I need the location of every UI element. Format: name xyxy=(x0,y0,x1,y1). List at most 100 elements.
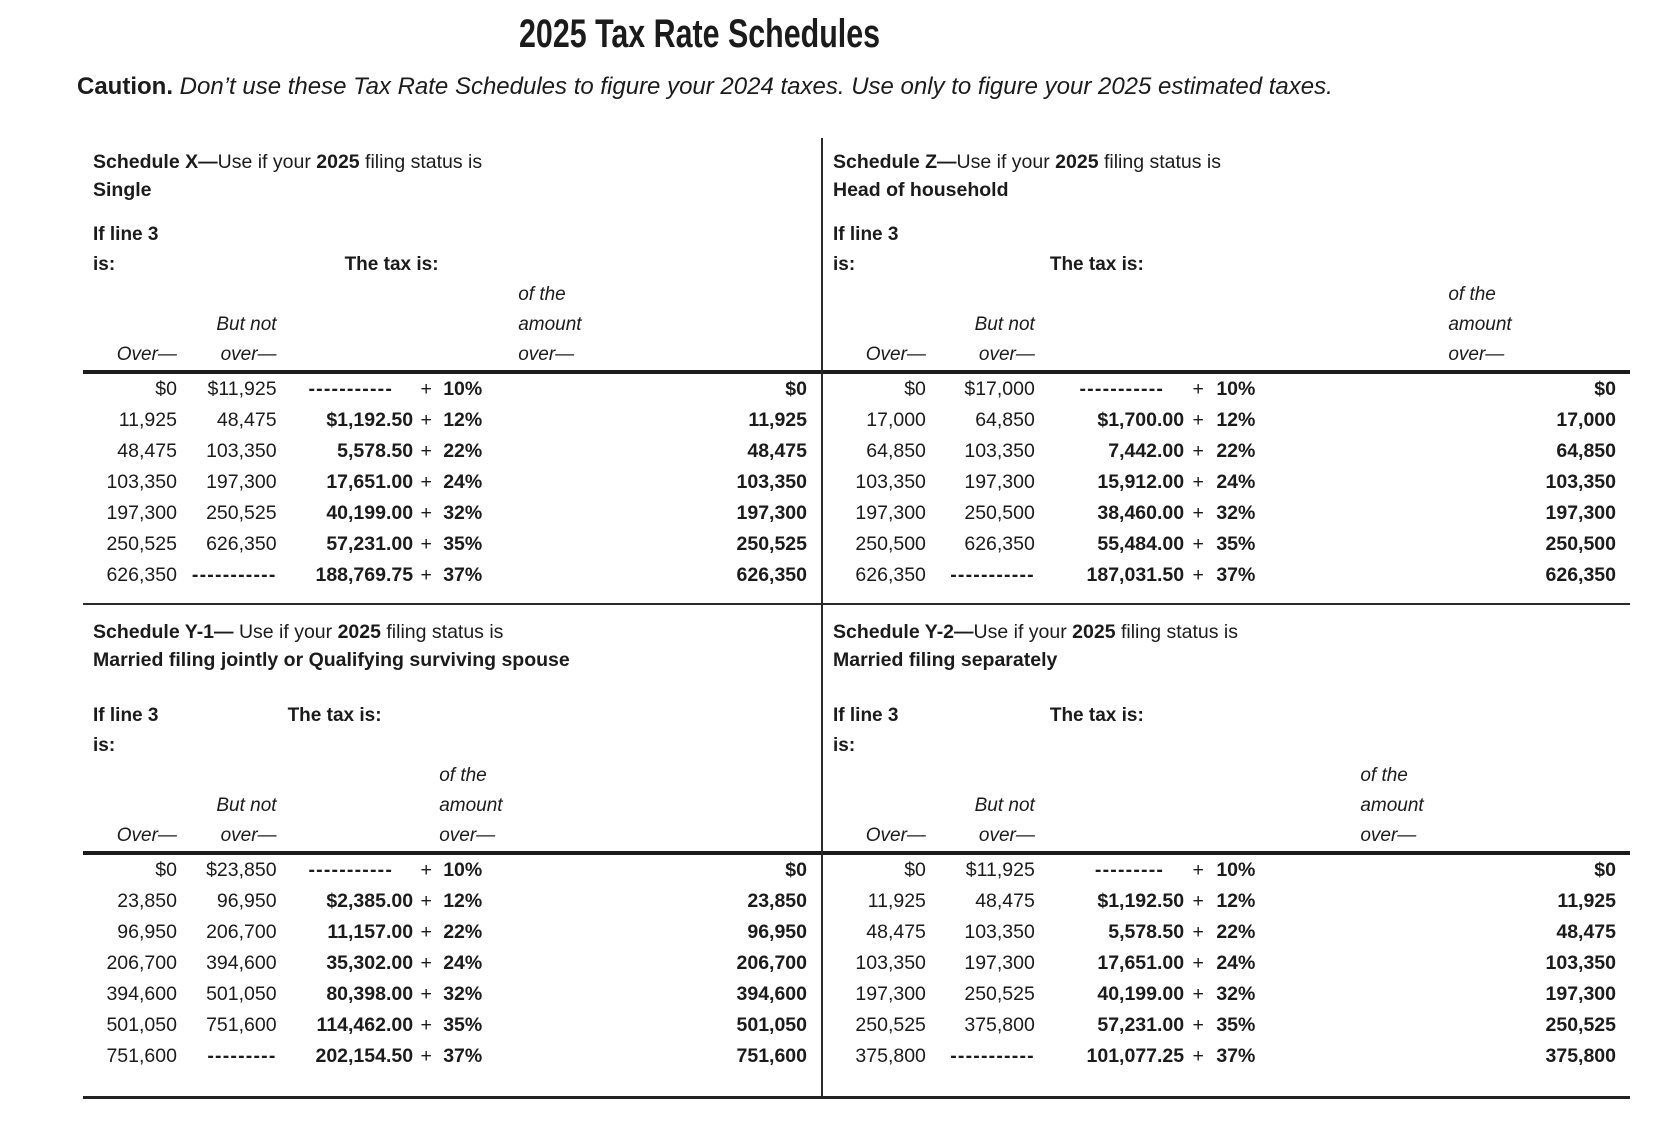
schedule-x-filing-status: Single xyxy=(93,179,152,201)
tax-bracket-row: 501,050 751,600 114,462.00 + 35% 501,050 xyxy=(83,1010,821,1041)
base-tax-value: 17,651.00 xyxy=(326,471,414,493)
base-tax-value: ----------- xyxy=(308,378,394,400)
schedule-z-table: If line 3 is: The tax is: of the But not a… xyxy=(823,220,1630,591)
tax-rate-value: 35% xyxy=(1216,1014,1256,1036)
tax-bracket-row: $0 $17,000 ----------- + 10% $0 xyxy=(823,372,1630,405)
base-tax-value: 101,077.25 xyxy=(1086,1045,1185,1067)
schedule-y2-rows: $0 $11,925 --------- + 10% $0 11,925 48,… xyxy=(823,853,1630,1072)
over-value: 48,475 xyxy=(866,921,926,943)
spacer-cell xyxy=(279,791,438,821)
tax-rate-value: 35% xyxy=(1216,533,1256,555)
plus-sign: + xyxy=(420,921,432,943)
of-amount-over-value: $0 xyxy=(785,859,807,881)
over-value: 103,350 xyxy=(855,952,926,974)
but-not-over-value: 64,850 xyxy=(975,409,1035,431)
base-tax-value: 40,199.00 xyxy=(1097,983,1185,1005)
plus-sign: + xyxy=(1192,890,1204,912)
schedule-y1-heading-text: Use if your xyxy=(233,621,338,643)
header-row: If line 3 The tax is: xyxy=(823,701,1630,731)
but-not-over-value: $17,000 xyxy=(964,378,1035,400)
schedule-y2-heading-tail: filing status is xyxy=(1115,621,1239,643)
but-not-over-value: $11,925 xyxy=(207,378,277,400)
of-amount-over-value: 103,350 xyxy=(1545,952,1617,974)
base-tax-value: 202,154.50 xyxy=(315,1045,414,1067)
over-value: 375,800 xyxy=(855,1045,926,1067)
schedule-y2-heading: Schedule Y-2—Use if your 2025 filing sta… xyxy=(823,605,1630,701)
base-tax-value: 35,302.00 xyxy=(326,952,414,974)
schedule-y1-heading-tail: filing status is xyxy=(380,621,504,643)
over-dash-label: over— xyxy=(927,821,1037,855)
tax-bracket-row: 626,350 ----------- 187,031.50 + 37% 626… xyxy=(823,560,1630,591)
base-tax-value: 55,484.00 xyxy=(1097,533,1185,555)
base-tax-value: 7,442.00 xyxy=(1108,440,1185,462)
but-not-over-value: 206,700 xyxy=(206,921,277,943)
tax-bracket-row: 11,925 48,475 $1,192.50 + 12% 11,925 xyxy=(823,886,1630,917)
header-row: Over— over— over— xyxy=(823,821,1630,855)
header-row: If line 3 The tax is: xyxy=(83,701,821,731)
plus-sign: + xyxy=(420,1014,432,1036)
tax-rate-value: 22% xyxy=(443,921,483,943)
over-value: 23,850 xyxy=(117,890,177,912)
but-not-over-value: 250,525 xyxy=(206,502,277,524)
schedule-y2-filing-status: Married filing separately xyxy=(833,649,1058,671)
header-row: If line 3 xyxy=(823,220,1630,250)
but-not-over-value: 250,500 xyxy=(964,502,1035,524)
tax-rate-value: 32% xyxy=(443,983,483,1005)
base-tax-value: 5,578.50 xyxy=(1108,921,1185,943)
tax-bracket-row: 250,525 375,800 57,231.00 + 35% 250,525 xyxy=(823,1010,1630,1041)
base-tax-value: --------- xyxy=(1094,859,1165,881)
schedule-z-heading-text: Use if your xyxy=(956,151,1056,173)
the-tax-is-label: The tax is: xyxy=(287,705,382,726)
over-dash-label: over— xyxy=(1210,821,1630,855)
over-label: Over— xyxy=(83,340,179,374)
of-amount-over-value: 17,000 xyxy=(1556,409,1616,431)
tax-rate-value: 35% xyxy=(443,533,483,555)
header-row: But not amount xyxy=(823,791,1630,821)
tax-rate-value: 37% xyxy=(443,564,483,586)
over-value: 250,525 xyxy=(106,533,177,555)
header-row: If line 3 xyxy=(83,220,821,250)
base-tax-value: 5,578.50 xyxy=(337,440,414,462)
tax-bracket-row: 250,525 626,350 57,231.00 + 35% 250,525 xyxy=(83,529,821,560)
spacer-cell xyxy=(1037,310,1210,340)
of-the-label: of the xyxy=(1360,765,1408,786)
tax-bracket-row: 375,800 ----------- 101,077.25 + 37% 375… xyxy=(823,1041,1630,1072)
spacer-cell xyxy=(83,280,437,310)
page-title: 2025 Tax Rate Schedules xyxy=(519,12,881,56)
base-tax-value: 80,398.00 xyxy=(326,983,414,1005)
if-line-3-label: If line 3 xyxy=(833,224,899,245)
tax-rate-value: 24% xyxy=(443,471,483,493)
spacer-cell xyxy=(823,761,1210,791)
is-label: is: xyxy=(93,735,116,756)
plus-sign: + xyxy=(420,983,432,1005)
schedule-z-heading: Schedule Z—Use if your 2025 filing statu… xyxy=(823,138,1630,220)
tax-rate-value: 22% xyxy=(443,440,483,462)
header-row: of the xyxy=(83,761,821,791)
tax-bracket-row: 96,950 206,700 11,157.00 + 22% 96,950 xyxy=(83,917,821,948)
but-not-over-value: 103,350 xyxy=(964,921,1035,943)
plus-sign: + xyxy=(1192,502,1204,524)
of-amount-over-value: 197,300 xyxy=(1545,983,1617,1005)
tax-rate-value: 24% xyxy=(443,952,483,974)
of-amount-over-value: 11,925 xyxy=(1557,890,1616,912)
schedule-y1-panel: Schedule Y-1— Use if your 2025 filing st… xyxy=(83,605,823,1096)
but-not-label: But not xyxy=(974,314,1035,335)
tax-rate-value: 12% xyxy=(1216,409,1256,431)
plus-sign: + xyxy=(1192,564,1204,586)
over-value: $0 xyxy=(904,378,926,400)
schedule-z-filing-status: Head of household xyxy=(833,179,1009,201)
tax-rate-value: 22% xyxy=(1216,440,1256,462)
caution-text: Don’t use these Tax Rate Schedules to fi… xyxy=(173,73,1333,100)
schedule-x-panel: Schedule X—Use if your 2025 filing statu… xyxy=(83,138,823,605)
tax-rate-value: 10% xyxy=(1216,378,1256,400)
over-dash-label: over— xyxy=(1210,340,1630,374)
but-not-over-value: 626,350 xyxy=(206,533,277,555)
plus-sign: + xyxy=(420,890,432,912)
the-tax-is-label: The tax is: xyxy=(1049,705,1144,726)
header-row: But not amount xyxy=(823,310,1630,340)
plus-sign: + xyxy=(420,471,432,493)
over-label: Over— xyxy=(823,821,928,855)
schedules-sheet: Schedule X—Use if your 2025 filing statu… xyxy=(83,138,1630,1099)
plus-sign: + xyxy=(1192,1014,1204,1036)
tax-bracket-row: $0 $11,925 --------- + 10% $0 xyxy=(823,853,1630,886)
